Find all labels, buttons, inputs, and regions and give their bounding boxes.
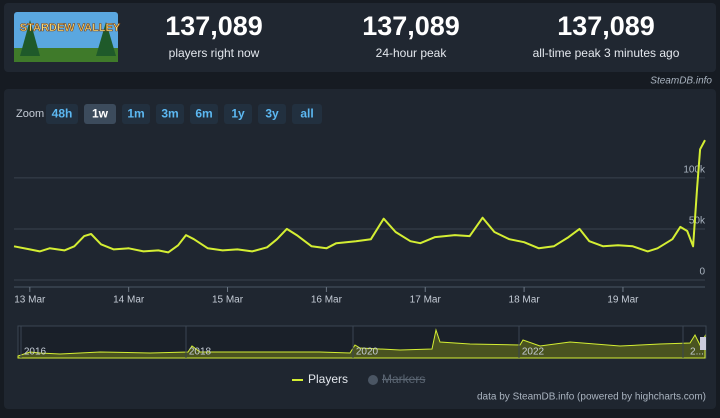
- x-tick-label: 16 Mar: [311, 295, 343, 306]
- zoom-button-label[interactable]: 1m: [127, 107, 144, 121]
- zoom-button[interactable]: [46, 104, 78, 124]
- x-tick-label: 13 Mar: [14, 295, 46, 306]
- series-line: [13, 139, 706, 254]
- x-tick-label: 14 Mar: [113, 295, 145, 306]
- legend-marker-icon: [368, 375, 378, 385]
- zoom-button[interactable]: [190, 104, 218, 124]
- y-tick-label: 50k: [689, 216, 706, 227]
- navigator-label: 2020: [356, 347, 379, 358]
- zoom-label: Zoom: [16, 108, 44, 120]
- credits: data by SteamDB.info (powered by highcha…: [477, 392, 706, 403]
- navigator-label: 2018: [189, 347, 212, 358]
- zoom-button[interactable]: [292, 104, 322, 124]
- x-tick-label: 17 Mar: [410, 295, 442, 306]
- zoom-button[interactable]: [84, 104, 116, 124]
- legend-item[interactable]: Players: [308, 372, 348, 386]
- zoom-button-label[interactable]: 1w: [92, 107, 109, 121]
- x-tick-label: 18 Mar: [509, 295, 541, 306]
- x-tick-label: 19 Mar: [607, 295, 639, 306]
- zoom-button[interactable]: [258, 104, 286, 124]
- legend-item-disabled[interactable]: Markers: [382, 372, 425, 386]
- navigator: [17, 325, 707, 359]
- watermark: SteamDB.info: [650, 76, 712, 87]
- stat-label: players right now: [169, 46, 260, 60]
- zoom-button-label[interactable]: 1y: [231, 107, 245, 121]
- zoom-button-label[interactable]: 3m: [161, 107, 178, 121]
- navigator-label: 2016: [24, 347, 47, 358]
- zoom-button[interactable]: [122, 104, 150, 124]
- stats-panel: [4, 3, 716, 72]
- legend: Players Markers: [292, 372, 425, 386]
- stat-value: 137,089: [557, 11, 655, 41]
- stat-value: 137,089: [362, 11, 460, 41]
- zoom-button[interactable]: [224, 104, 252, 124]
- zoom-button-label[interactable]: 3y: [265, 107, 279, 121]
- zoom-button-label[interactable]: 6m: [195, 107, 212, 121]
- stat-value: 137,089: [165, 11, 263, 41]
- stat-label: 24-hour peak: [376, 46, 448, 60]
- zoom-button-label[interactable]: all: [300, 107, 313, 121]
- zoom-button[interactable]: [156, 104, 184, 124]
- navigator-label: 2022: [522, 347, 545, 358]
- stat-label: all-time peak 3 minutes ago: [533, 46, 680, 60]
- y-tick-label: 100k: [683, 165, 706, 176]
- logo: STARDEW VALLEY: [14, 12, 121, 62]
- logo-text: STARDEW VALLEY: [20, 22, 121, 34]
- zoom-button-label[interactable]: 48h: [52, 107, 73, 121]
- navigator-label: 2...: [690, 347, 704, 358]
- y-tick-label: 0: [699, 267, 705, 278]
- x-tick-label: 15 Mar: [212, 295, 244, 306]
